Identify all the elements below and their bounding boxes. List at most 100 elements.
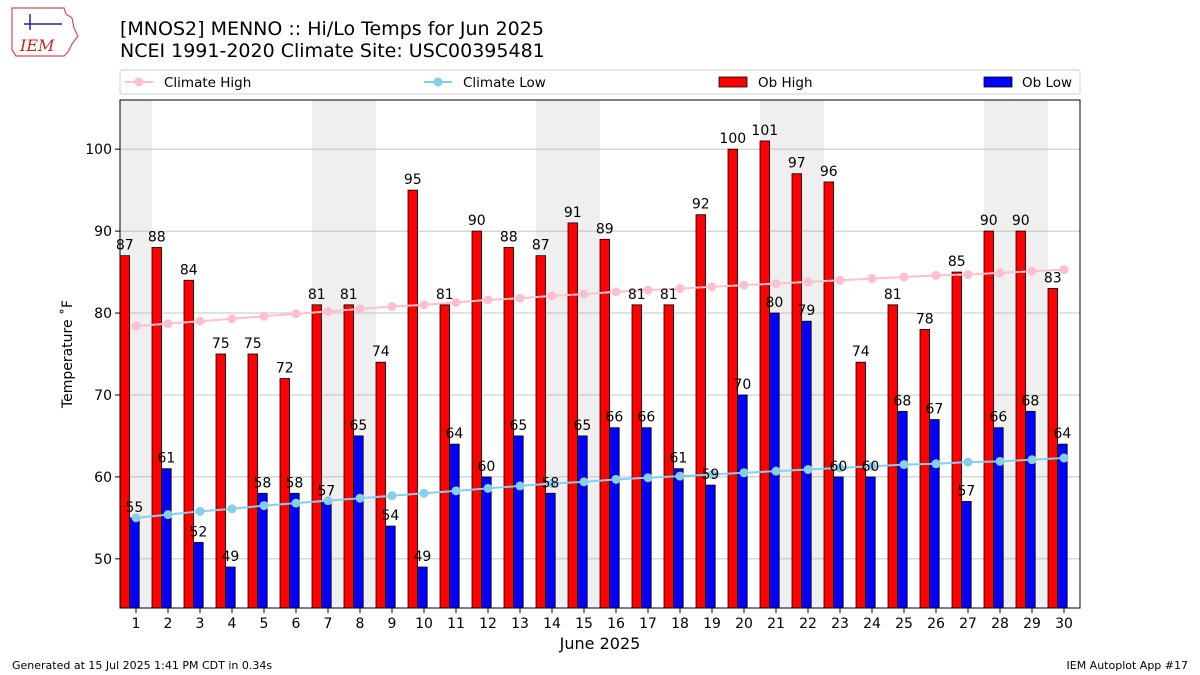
point-climate-high-7 — [323, 306, 333, 316]
x-tick-label-23: 23 — [831, 616, 849, 632]
label-ob-high-28: 90 — [980, 213, 998, 229]
point-climate-high-4 — [227, 314, 237, 324]
bar-ob-low-23 — [833, 476, 844, 609]
point-climate-high-27 — [963, 270, 973, 280]
y-tick-label-80: 80 — [94, 306, 112, 322]
bar-ob-low-24 — [865, 476, 876, 609]
point-climate-low-4 — [227, 504, 237, 514]
bar-ob-low-14 — [545, 492, 556, 609]
bar-ob-low-2 — [161, 468, 172, 609]
label-ob-high-7: 81 — [308, 287, 326, 303]
x-tick-label-26: 26 — [927, 616, 945, 632]
bar-ob-high-26 — [919, 329, 931, 609]
bar-ob-low-6 — [289, 492, 300, 609]
point-climate-low-20 — [739, 468, 749, 478]
bar-ob-high-10 — [407, 189, 419, 609]
bar-ob-low-16 — [609, 427, 620, 609]
x-tick-label-21: 21 — [767, 616, 785, 632]
point-climate-high-6 — [291, 309, 301, 319]
bar-ob-high-4 — [215, 353, 227, 609]
bar-ob-high-14 — [535, 255, 547, 609]
x-tick-label-6: 6 — [292, 616, 301, 632]
y-tick-label-90: 90 — [94, 224, 112, 240]
label-ob-low-22: 79 — [797, 303, 815, 319]
chart-subtitle: NCEI 1991-2020 Climate Site: USC00395481 — [120, 40, 545, 62]
bar-ob-low-8 — [353, 435, 364, 609]
bar-ob-low-28 — [993, 427, 1004, 609]
label-ob-low-12: 60 — [477, 459, 495, 475]
bar-ob-low-10 — [417, 566, 428, 609]
point-climate-low-12 — [483, 483, 493, 493]
iowa-outline-icon — [11, 7, 79, 57]
point-climate-high-12 — [483, 295, 493, 305]
label-ob-low-8: 65 — [349, 418, 367, 434]
bar-ob-low-27 — [961, 501, 972, 609]
legend-climate-low-label: Climate Low — [463, 75, 546, 91]
point-climate-high-8 — [355, 304, 365, 314]
bar-ob-high-30 — [1047, 288, 1059, 609]
point-climate-high-23 — [835, 275, 845, 285]
point-climate-low-14 — [547, 478, 557, 488]
x-tick-label-4: 4 — [228, 616, 237, 632]
x-tick-label-27: 27 — [959, 616, 977, 632]
label-ob-low-20: 70 — [733, 377, 751, 393]
bar-ob-high-9 — [375, 361, 387, 609]
point-climate-high-20 — [739, 280, 749, 290]
x-tick-label-17: 17 — [639, 616, 657, 632]
label-ob-high-4: 75 — [212, 336, 230, 352]
bar-ob-high-23 — [823, 181, 835, 609]
point-climate-low-25 — [899, 460, 909, 470]
point-climate-high-3 — [195, 316, 205, 326]
point-climate-high-5 — [259, 311, 269, 321]
bar-ob-low-30 — [1057, 443, 1068, 609]
point-climate-high-10 — [419, 300, 429, 310]
legend-ob-low-swatch — [983, 76, 1013, 88]
point-climate-high-30 — [1059, 265, 1069, 275]
bar-ob-low-19 — [705, 484, 716, 609]
bar-ob-high-11 — [439, 304, 451, 609]
point-climate-low-7 — [323, 496, 333, 506]
x-tick-label-30: 30 — [1055, 616, 1073, 632]
bar-ob-high-29 — [1015, 230, 1027, 609]
label-ob-low-7: 57 — [317, 483, 335, 499]
point-climate-low-13 — [515, 481, 525, 491]
label-ob-high-1: 87 — [116, 238, 134, 254]
point-climate-high-11 — [451, 297, 461, 307]
bar-ob-low-5 — [257, 492, 268, 609]
bar-ob-high-22 — [791, 173, 803, 609]
label-ob-low-17: 66 — [637, 410, 655, 426]
x-tick-label-7: 7 — [324, 616, 333, 632]
climate-lines — [131, 265, 1069, 523]
point-climate-low-2 — [163, 510, 173, 520]
point-climate-high-9 — [387, 301, 397, 311]
label-ob-low-9: 54 — [381, 508, 399, 524]
label-ob-high-13: 88 — [500, 229, 518, 245]
point-climate-low-29 — [1027, 455, 1037, 465]
point-climate-high-18 — [675, 283, 685, 293]
legend-climate-high: Climate High — [125, 75, 251, 91]
point-climate-low-23 — [835, 463, 845, 473]
bar-ob-high-7 — [311, 304, 323, 609]
bar-ob-high-8 — [343, 304, 355, 609]
point-climate-low-10 — [419, 488, 429, 498]
legend-ob-high-label: Ob High — [758, 75, 813, 91]
point-climate-high-26 — [931, 270, 941, 280]
y-tick-label-50: 50 — [94, 552, 112, 568]
bar-ob-low-18 — [673, 468, 684, 609]
x-tick-label-10: 10 — [415, 616, 433, 632]
line-climate-high — [135, 268, 1065, 328]
y-tick-label-60: 60 — [94, 470, 112, 486]
legend-climate-high-label: Climate High — [164, 75, 251, 91]
label-ob-high-30: 83 — [1044, 270, 1062, 286]
plot-frame — [119, 99, 1081, 609]
label-ob-high-29: 90 — [1012, 213, 1030, 229]
point-climate-low-8 — [355, 493, 365, 503]
label-ob-high-18: 81 — [660, 287, 678, 303]
bar-ob-low-17 — [641, 427, 652, 609]
point-climate-high-2 — [163, 319, 173, 329]
label-ob-high-9: 74 — [372, 344, 390, 360]
label-ob-low-3: 52 — [189, 524, 207, 540]
bar-ob-low-13 — [513, 435, 524, 609]
legend-ob-low-label: Ob Low — [1022, 75, 1072, 91]
bar-ob-low-21 — [769, 312, 780, 609]
